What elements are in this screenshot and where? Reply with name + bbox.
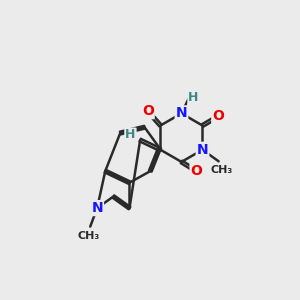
Text: H: H — [188, 92, 199, 104]
Text: N: N — [197, 143, 208, 157]
Text: N: N — [176, 106, 187, 120]
Text: H: H — [125, 128, 136, 142]
Text: CH₃: CH₃ — [210, 166, 232, 176]
Text: O: O — [190, 164, 202, 178]
Text: N: N — [91, 201, 103, 215]
Text: O: O — [212, 109, 224, 123]
Text: O: O — [142, 104, 154, 118]
Text: CH₃: CH₃ — [78, 231, 100, 241]
